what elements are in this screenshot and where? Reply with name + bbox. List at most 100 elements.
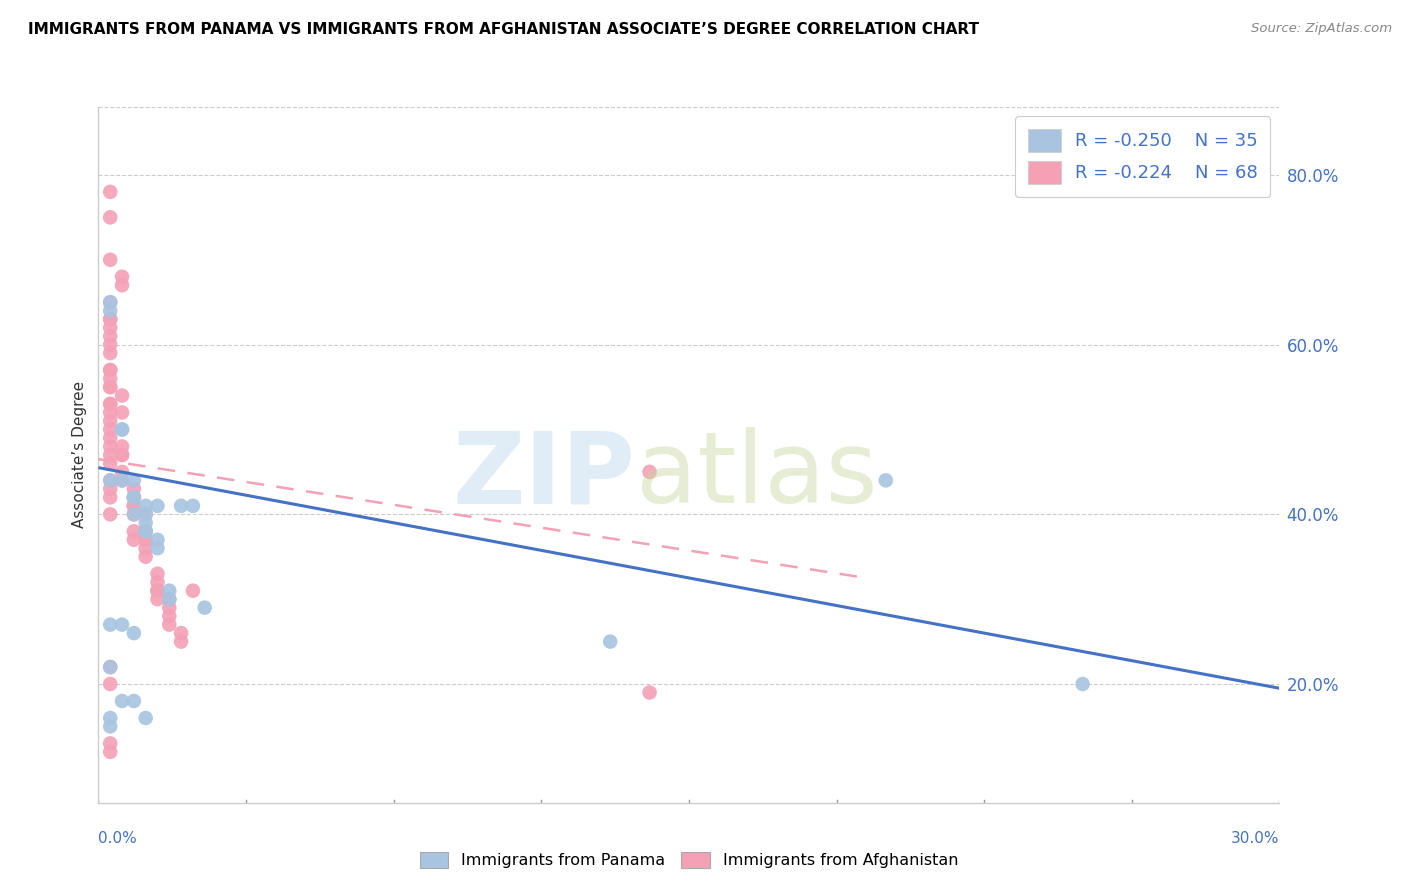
Point — [111, 694, 134, 708]
Point — [146, 533, 169, 547]
Point — [135, 711, 157, 725]
Point — [111, 448, 134, 462]
Point — [111, 465, 134, 479]
Point — [98, 457, 121, 471]
Point — [135, 549, 157, 564]
Point — [146, 541, 169, 556]
Point — [122, 626, 145, 640]
Point — [135, 533, 157, 547]
Point — [98, 482, 121, 496]
Point — [111, 422, 134, 436]
Point — [98, 491, 121, 505]
Point — [157, 617, 180, 632]
Point — [135, 524, 157, 539]
Point — [135, 524, 157, 539]
Point — [111, 278, 134, 293]
Point — [122, 508, 145, 522]
Point — [98, 397, 121, 411]
Point — [98, 508, 121, 522]
Point — [194, 600, 217, 615]
Point — [135, 499, 157, 513]
Point — [170, 499, 193, 513]
Point — [98, 185, 121, 199]
Point — [599, 634, 621, 648]
Point — [135, 508, 157, 522]
Point — [98, 660, 121, 674]
Point — [157, 592, 180, 607]
Point — [111, 388, 134, 402]
Point — [146, 575, 169, 590]
Point — [135, 516, 157, 530]
Point — [157, 592, 180, 607]
Point — [170, 634, 193, 648]
Point — [122, 524, 145, 539]
Point — [146, 583, 169, 598]
Point — [111, 617, 134, 632]
Point — [1071, 677, 1094, 691]
Point — [157, 583, 180, 598]
Point — [98, 414, 121, 428]
Point — [98, 405, 121, 419]
Point — [146, 583, 169, 598]
Point — [98, 363, 121, 377]
Y-axis label: Associate’s Degree: Associate’s Degree — [72, 382, 87, 528]
Point — [181, 583, 204, 598]
Point — [98, 380, 121, 394]
Point — [98, 363, 121, 377]
Point — [122, 533, 145, 547]
Point — [98, 745, 121, 759]
Point — [98, 677, 121, 691]
Text: IMMIGRANTS FROM PANAMA VS IMMIGRANTS FROM AFGHANISTAN ASSOCIATE’S DEGREE CORRELA: IMMIGRANTS FROM PANAMA VS IMMIGRANTS FRO… — [28, 22, 979, 37]
Point — [181, 499, 204, 513]
Point — [157, 600, 180, 615]
Point — [98, 719, 121, 733]
Point — [98, 380, 121, 394]
Text: 0.0%: 0.0% — [98, 830, 138, 846]
Text: Source: ZipAtlas.com: Source: ZipAtlas.com — [1251, 22, 1392, 36]
Point — [98, 397, 121, 411]
Point — [98, 439, 121, 453]
Point — [98, 422, 121, 436]
Text: atlas: atlas — [636, 427, 877, 524]
Point — [98, 431, 121, 445]
Point — [111, 269, 134, 284]
Point — [135, 533, 157, 547]
Point — [98, 736, 121, 750]
Point — [111, 474, 134, 488]
Point — [98, 337, 121, 351]
Point — [146, 566, 169, 581]
Point — [98, 660, 121, 674]
Point — [122, 499, 145, 513]
Point — [135, 524, 157, 539]
Point — [170, 626, 193, 640]
Point — [98, 295, 121, 310]
Point — [122, 491, 145, 505]
Point — [111, 405, 134, 419]
Point — [98, 371, 121, 385]
Text: 30.0%: 30.0% — [1232, 830, 1279, 846]
Point — [122, 499, 145, 513]
Point — [875, 474, 897, 488]
Point — [135, 508, 157, 522]
Point — [111, 439, 134, 453]
Point — [98, 295, 121, 310]
Point — [98, 252, 121, 267]
Point — [135, 541, 157, 556]
Point — [98, 448, 121, 462]
Point — [98, 346, 121, 360]
Point — [122, 508, 145, 522]
Point — [157, 609, 180, 624]
Point — [98, 329, 121, 343]
Point — [111, 422, 134, 436]
Point — [98, 711, 121, 725]
Point — [122, 491, 145, 505]
Point — [638, 685, 661, 699]
Point — [111, 448, 134, 462]
Point — [98, 303, 121, 318]
Point — [98, 474, 121, 488]
Point — [122, 482, 145, 496]
Point — [98, 312, 121, 326]
Point — [146, 592, 169, 607]
Point — [98, 211, 121, 225]
Point — [98, 474, 121, 488]
